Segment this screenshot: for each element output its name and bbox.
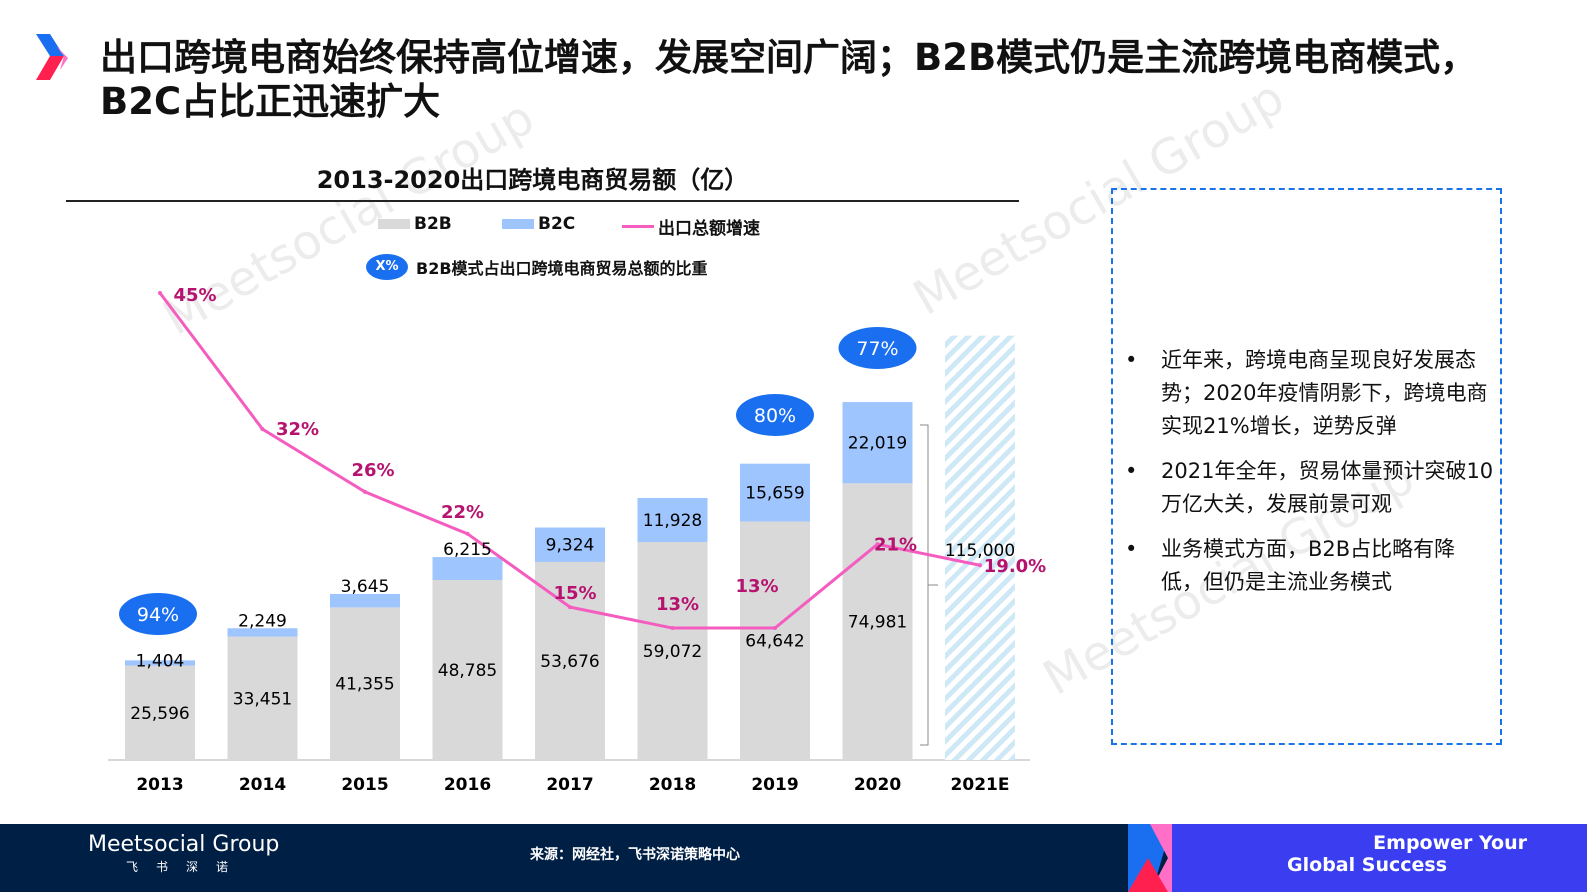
- b2c-value-label: 15,659: [745, 484, 804, 504]
- brand-logo-icon: [36, 34, 68, 80]
- bar-b2c: [842, 402, 913, 484]
- bar-b2b: [740, 521, 810, 760]
- growth-point: [158, 291, 162, 295]
- b2c-value-label: 2,249: [238, 611, 287, 631]
- b2c-value-label: 1,404: [136, 651, 185, 671]
- bar-b2b: [637, 542, 708, 760]
- growth-point: [670, 626, 675, 631]
- b2c-value-label: 22,019: [848, 434, 907, 454]
- growth-point: [465, 531, 470, 536]
- b2b-value-label: 74,981: [848, 613, 907, 633]
- growth-label: 13%: [735, 576, 778, 597]
- b2c-value-label: 11,928: [643, 511, 702, 531]
- growth-label: 22%: [441, 502, 484, 523]
- source-note: 来源：网经社，飞书深诺策略中心: [530, 847, 740, 863]
- bar-b2c: [227, 628, 298, 637]
- growth-point: [978, 563, 982, 568]
- slogan: Empower Your Global Success: [1287, 832, 1527, 876]
- legend-growth: 出口总额增速: [622, 214, 760, 239]
- growth-label: 15%: [553, 583, 596, 604]
- bar-b2b: [227, 636, 298, 760]
- b2b-share-label: 77%: [856, 338, 898, 360]
- x-tick-label: 2017: [546, 775, 593, 795]
- b2b-share-badge: [119, 593, 197, 635]
- divider: [66, 200, 1019, 202]
- x-tick-label: 2013: [136, 775, 183, 795]
- forecast-bar: [945, 335, 1015, 760]
- growth-label: 19.0%: [984, 556, 1046, 577]
- growth-label: 32%: [276, 419, 319, 440]
- growth-point: [260, 427, 265, 432]
- bullet: 2021年全年，贸易体量预计突破10万亿大关，发展前景可观: [1125, 455, 1495, 521]
- footer-logo-sub: 飞书深诺: [126, 860, 247, 874]
- b2b-share-label: 80%: [754, 405, 796, 427]
- bar-b2c: [535, 527, 605, 562]
- bar-b2b: [842, 483, 913, 760]
- b2c-value-label: 3,645: [341, 577, 390, 597]
- insights-panel: 近年来，跨境电商呈现良好发展态势；2020年疫情阴影下，跨境电商实现21%增长，…: [1111, 188, 1502, 745]
- b2b-share-badge: [736, 394, 814, 436]
- slogan-banner: [1172, 824, 1587, 892]
- b2b-value-label: 41,355: [335, 675, 394, 695]
- b2b-value-label: 48,785: [438, 661, 497, 681]
- b2b-value-label: 53,676: [540, 652, 599, 672]
- growth-label: 26%: [351, 460, 394, 481]
- growth-label: 45%: [173, 285, 216, 306]
- growth-point: [568, 605, 572, 610]
- bracket: [920, 424, 938, 746]
- x-tick-label: 2014: [239, 775, 286, 795]
- legend-b2b-share: X% B2B模式占出口跨境电商贸易总额的比重: [366, 254, 708, 280]
- legend-b2b: B2B: [378, 214, 452, 234]
- bar-b2b: [125, 665, 195, 760]
- b2c-value-label: 6,215: [443, 540, 492, 560]
- b2c-value-label: 9,324: [546, 536, 595, 556]
- bullet: 业务模式方面，B2B占比略有降低，但仍是主流业务模式: [1125, 533, 1495, 599]
- bar-b2b: [432, 579, 503, 760]
- chart-title: 2013-2020出口跨境电商贸易额（亿）: [316, 166, 749, 194]
- bar-b2c: [740, 463, 810, 522]
- b2b-value-label: 25,596: [130, 704, 189, 724]
- growth-point: [773, 626, 777, 631]
- b2b-value-label: 33,451: [233, 689, 292, 709]
- bullet: 近年来，跨境电商呈现良好发展态势；2020年疫情阴影下，跨境电商实现21%增长，…: [1125, 344, 1495, 443]
- footer-logo: Meetsocial Group: [88, 832, 280, 857]
- x-tick-label: 2016: [444, 775, 491, 795]
- page-title: 出口跨境电商始终保持高位增速，发展空间广阔；B2B模式仍是主流跨境电商模式，B2…: [100, 36, 1478, 123]
- bar-b2c: [330, 593, 400, 608]
- legend-b2c: B2C: [502, 214, 575, 234]
- x-tick-label: 2019: [751, 775, 798, 795]
- bar-b2b: [330, 607, 400, 760]
- growth-label: 21%: [874, 534, 917, 555]
- b2b-share-badge: [838, 327, 917, 369]
- growth-point: [363, 489, 367, 494]
- growth-point: [875, 542, 880, 547]
- trade-chart: 2013 25,596 1,404 2014 33,451 2,249 2015 41,355…: [108, 285, 1046, 795]
- b2b-share-label: 94%: [137, 604, 179, 626]
- x-tick-label: 2021E: [951, 775, 1010, 795]
- footer: Meetsocial Group 飞书深诺 来源：网经社，飞书深诺策略中心 Em…: [0, 824, 1587, 892]
- b2b-value-label: 59,072: [643, 642, 702, 662]
- bar-b2c: [637, 498, 708, 543]
- bar-b2c: [125, 660, 195, 666]
- bar-b2b: [535, 561, 605, 760]
- x-tick-label: 2020: [854, 775, 901, 795]
- b2b-value-label: 64,642: [745, 632, 804, 652]
- x-tick-label: 2018: [649, 775, 696, 795]
- growth-label: 13%: [656, 594, 699, 615]
- bar-b2c: [432, 557, 503, 580]
- x-tick-label: 2015: [341, 775, 388, 795]
- forecast-label: 115,000: [945, 541, 1015, 561]
